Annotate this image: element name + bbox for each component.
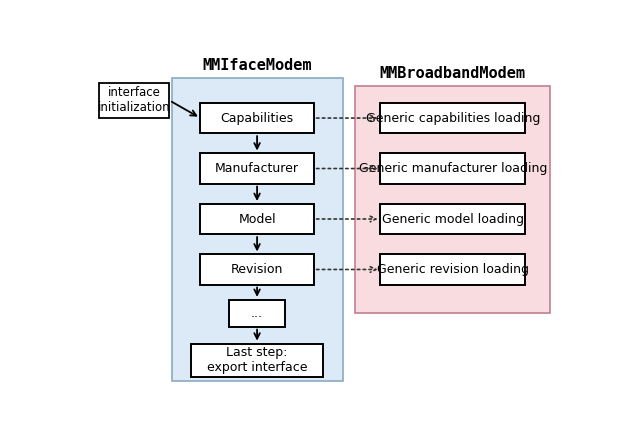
FancyBboxPatch shape [381,153,525,184]
Text: MMIfaceModem: MMIfaceModem [203,58,312,73]
Text: Model: Model [238,212,276,225]
FancyBboxPatch shape [100,83,169,118]
FancyBboxPatch shape [381,103,525,133]
Text: interface
initialization: interface initialization [98,87,170,114]
Text: Generic manufacturer loading: Generic manufacturer loading [359,162,547,175]
FancyBboxPatch shape [200,103,313,133]
FancyBboxPatch shape [230,300,285,327]
FancyBboxPatch shape [381,204,525,234]
FancyBboxPatch shape [200,153,313,184]
FancyBboxPatch shape [381,254,525,284]
FancyBboxPatch shape [191,343,323,377]
Text: MMBroadbandModem: MMBroadbandModem [379,66,526,81]
Text: Generic revision loading: Generic revision loading [377,263,529,276]
Text: ...: ... [251,307,263,320]
Text: Generic capabilities loading: Generic capabilities loading [366,111,540,125]
FancyBboxPatch shape [172,78,343,381]
FancyBboxPatch shape [355,86,550,313]
Text: Revision: Revision [231,263,283,276]
Text: Generic model loading: Generic model loading [382,212,524,225]
FancyBboxPatch shape [200,204,313,234]
Text: Manufacturer: Manufacturer [215,162,299,175]
FancyBboxPatch shape [200,254,313,284]
Text: Last step:
export interface: Last step: export interface [207,347,307,375]
Text: Capabilities: Capabilities [221,111,294,125]
